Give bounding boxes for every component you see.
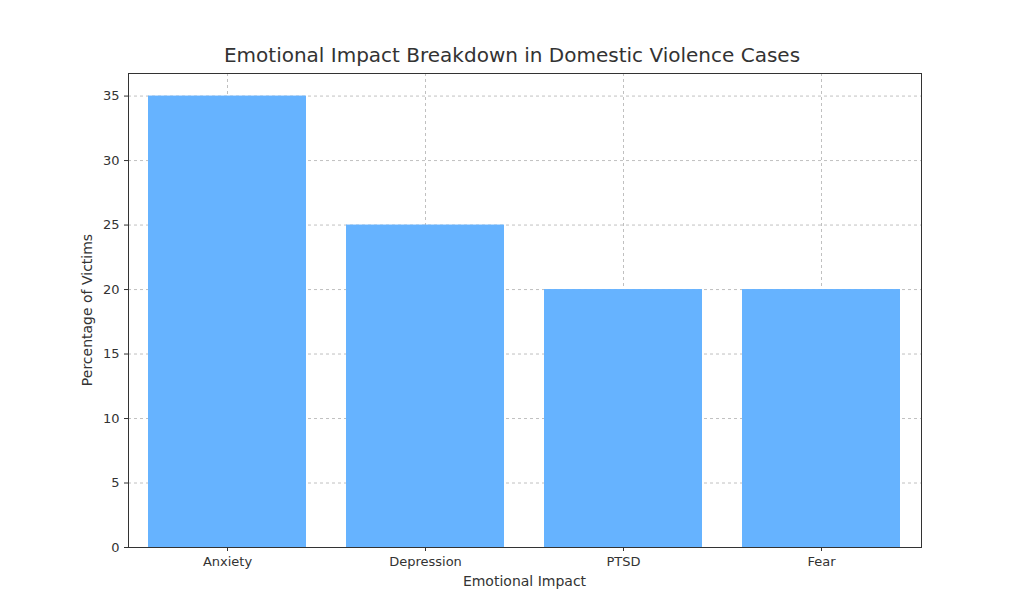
- svg-text:15: 15: [103, 346, 120, 361]
- svg-text:Anxiety: Anxiety: [203, 554, 253, 569]
- svg-text:5: 5: [111, 475, 119, 490]
- html-text:Emotional Impact Breakdown in: Emotional Impact Breakdown in Domestic V…: [223, 43, 801, 67]
- svg-text:20: 20: [103, 282, 120, 297]
- svg-text:Fear: Fear: [807, 554, 836, 569]
- svg-text:Percentage of Victims: Percentage of Victims: [79, 234, 95, 386]
- svg-text:Emotional Impact: Emotional Impact: [463, 573, 587, 589]
- svg-text:0: 0: [111, 540, 119, 555]
- svg-text:35: 35: [103, 88, 120, 103]
- svg-text:25: 25: [103, 217, 120, 232]
- svg-text:10: 10: [103, 411, 120, 426]
- svg-text:PTSD: PTSD: [606, 554, 640, 569]
- svg-text:30: 30: [103, 153, 120, 168]
- svg-text:Depression: Depression: [389, 554, 462, 569]
